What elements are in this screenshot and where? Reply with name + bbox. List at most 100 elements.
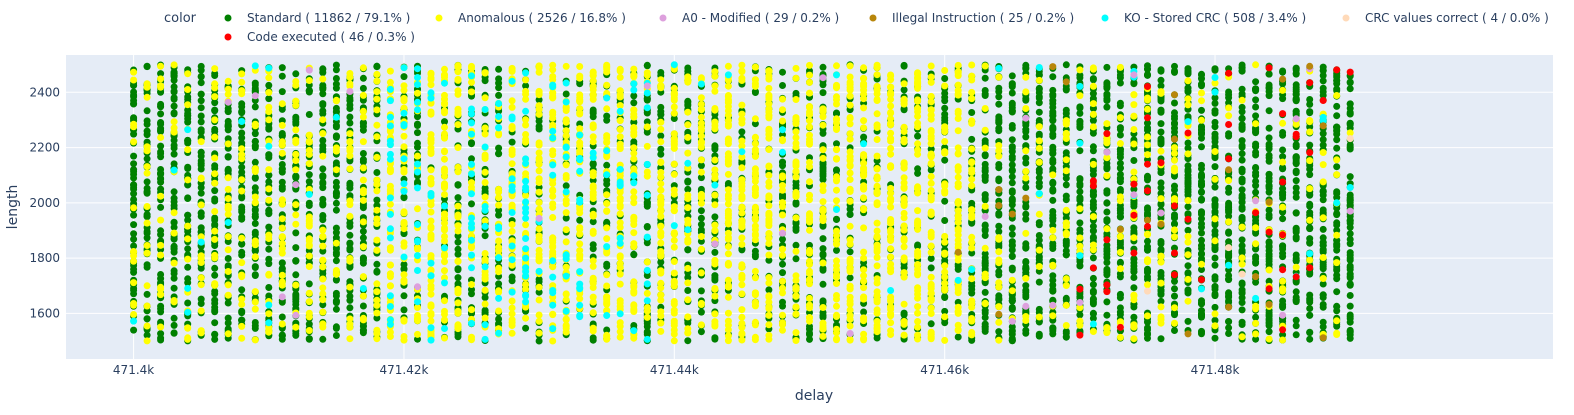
scatter-point bbox=[1022, 202, 1030, 210]
scatter-point bbox=[589, 138, 597, 146]
scatter-point bbox=[454, 257, 462, 265]
scatter-point bbox=[130, 204, 138, 212]
scatter-point bbox=[211, 133, 219, 141]
scatter-point bbox=[535, 225, 543, 233]
scatter-point bbox=[562, 200, 570, 208]
scatter-point bbox=[1076, 262, 1084, 269]
scatter-point bbox=[1157, 184, 1165, 192]
scatter-point bbox=[386, 270, 394, 278]
scatter-point bbox=[833, 246, 840, 254]
scatter-point bbox=[1130, 265, 1138, 273]
scatter-point bbox=[941, 197, 949, 205]
scatter-point bbox=[603, 161, 611, 169]
scatter-point bbox=[373, 62, 381, 70]
scatter-point bbox=[386, 333, 394, 340]
scatter-point bbox=[400, 265, 408, 273]
scatter-point bbox=[589, 309, 597, 317]
scatter-point bbox=[1076, 180, 1084, 188]
scatter-point bbox=[616, 87, 624, 95]
scatter-point bbox=[238, 145, 246, 153]
scatter-point bbox=[535, 89, 543, 97]
scatter-point bbox=[373, 206, 381, 214]
scatter-point bbox=[481, 193, 489, 201]
scatter-point bbox=[143, 188, 151, 196]
legend-entry: CRC values correct ( 4 / 0.0% ) bbox=[1365, 11, 1549, 25]
scatter-point bbox=[481, 314, 489, 322]
scatter-point bbox=[332, 332, 340, 339]
scatter-point bbox=[941, 116, 949, 124]
scatter-point bbox=[197, 126, 205, 134]
scatter-point bbox=[197, 118, 205, 126]
scatter-point bbox=[981, 227, 989, 235]
scatter-point bbox=[535, 167, 543, 175]
scatter-point bbox=[819, 63, 827, 71]
scatter-point bbox=[1049, 287, 1057, 295]
scatter-point bbox=[1306, 305, 1314, 312]
scatter-point bbox=[1171, 99, 1178, 107]
scatter-point bbox=[130, 138, 138, 146]
scatter-point bbox=[454, 245, 462, 253]
scatter-point bbox=[346, 201, 354, 209]
scatter-point bbox=[319, 263, 327, 271]
scatter-point bbox=[1211, 261, 1219, 269]
scatter-point bbox=[319, 184, 327, 192]
scatter-point bbox=[332, 75, 340, 82]
scatter-point bbox=[143, 249, 151, 257]
scatter-point bbox=[130, 279, 138, 287]
scatter-point bbox=[278, 72, 286, 80]
scatter-point bbox=[495, 84, 503, 92]
scatter-point bbox=[292, 271, 300, 279]
scatter-point bbox=[846, 274, 854, 282]
scatter-point bbox=[224, 314, 232, 322]
scatter-point bbox=[468, 200, 475, 208]
scatter-point bbox=[305, 213, 313, 221]
scatter-point bbox=[197, 212, 205, 220]
scatter-point bbox=[454, 213, 462, 221]
scatter-point bbox=[670, 203, 678, 211]
scatter-point bbox=[779, 194, 786, 202]
scatter-point bbox=[616, 280, 624, 288]
scatter-point bbox=[900, 264, 908, 272]
scatter-point bbox=[1333, 80, 1341, 88]
scatter-point bbox=[643, 69, 651, 77]
scatter-point bbox=[657, 82, 665, 90]
scatter-point bbox=[468, 281, 475, 288]
scatter-point bbox=[251, 122, 259, 130]
scatter-point bbox=[238, 194, 246, 202]
scatter-point bbox=[1049, 208, 1057, 215]
scatter-point bbox=[657, 132, 665, 140]
scatter-point bbox=[400, 194, 408, 202]
scatter-point bbox=[197, 138, 205, 146]
scatter-point bbox=[1211, 123, 1219, 131]
scatter-point bbox=[359, 314, 367, 322]
scatter-point bbox=[386, 244, 394, 252]
scatter-point bbox=[562, 321, 570, 329]
scatter-point bbox=[751, 247, 759, 255]
scatter-point bbox=[535, 188, 543, 196]
scatter-point bbox=[630, 221, 638, 228]
scatter-point bbox=[224, 246, 232, 254]
scatter-point bbox=[657, 269, 665, 277]
scatter-point bbox=[454, 63, 462, 71]
scatter-point bbox=[603, 249, 611, 257]
scatter-point bbox=[562, 182, 570, 190]
scatter-point bbox=[1171, 109, 1178, 117]
scatter-point bbox=[143, 107, 151, 115]
scatter-point bbox=[400, 82, 408, 90]
scatter-point bbox=[184, 146, 192, 154]
scatter-point bbox=[292, 157, 300, 164]
scatter-point bbox=[157, 83, 165, 91]
scatter-point bbox=[562, 172, 570, 179]
scatter-point bbox=[1238, 137, 1246, 145]
scatter-point bbox=[697, 174, 705, 182]
scatter-point bbox=[1292, 177, 1300, 185]
scatter-point bbox=[630, 72, 638, 80]
scatter-point bbox=[1157, 245, 1165, 253]
scatter-point bbox=[1116, 159, 1124, 167]
scatter-point bbox=[211, 208, 219, 215]
scatter-point bbox=[1157, 269, 1165, 276]
scatter-point bbox=[441, 237, 448, 245]
scatter-point bbox=[1279, 242, 1287, 250]
scatter-point bbox=[441, 123, 448, 131]
scatter-point bbox=[211, 116, 219, 124]
